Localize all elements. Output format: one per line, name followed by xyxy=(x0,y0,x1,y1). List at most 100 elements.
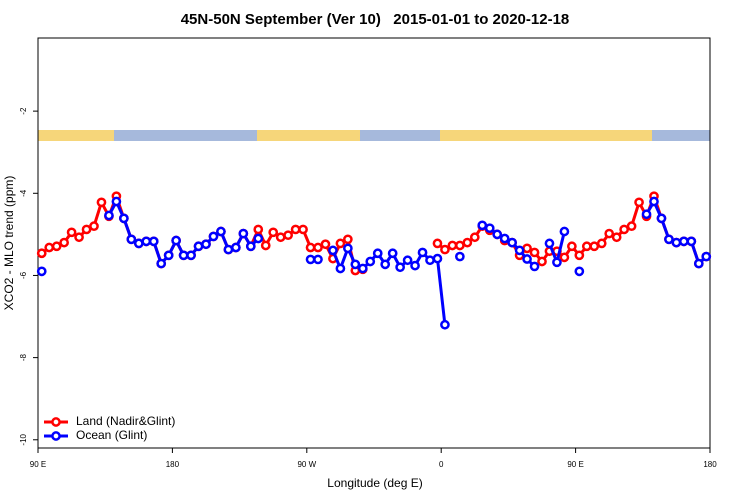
data-point xyxy=(283,230,293,241)
data-point xyxy=(417,247,428,258)
data-point xyxy=(522,243,532,254)
data-point xyxy=(537,256,547,267)
data-point xyxy=(208,231,219,242)
data-point xyxy=(499,233,510,244)
data-point xyxy=(432,238,443,249)
data-point xyxy=(313,254,323,265)
y-tick-label: -10 xyxy=(19,433,28,445)
data-point xyxy=(552,257,562,268)
x-tick-label: 90 W xyxy=(297,460,316,469)
data-point xyxy=(260,240,271,251)
data-point xyxy=(455,251,465,262)
data-point xyxy=(619,224,629,235)
data-point xyxy=(514,245,525,256)
data-point xyxy=(36,266,47,277)
data-point xyxy=(589,241,600,252)
data-point xyxy=(380,259,391,270)
legend-label: Ocean (Glint) xyxy=(76,428,147,442)
data-point xyxy=(425,255,435,266)
data-point xyxy=(529,247,540,258)
data-point xyxy=(462,237,473,248)
chart-title: 45N-50N September (Ver 10) 2015-01-01 to… xyxy=(181,11,570,28)
data-point xyxy=(119,213,129,224)
legend-label: Land (Nadir&Glint) xyxy=(76,414,175,428)
data-point xyxy=(559,226,570,237)
data-point xyxy=(469,232,480,243)
y-tick-label: -6 xyxy=(19,271,28,279)
data-point xyxy=(133,238,144,249)
data-point xyxy=(253,224,264,235)
data-point xyxy=(111,196,122,207)
data-point xyxy=(141,236,152,247)
data-point xyxy=(36,248,47,259)
data-point xyxy=(432,253,443,264)
data-point xyxy=(634,197,644,208)
data-point xyxy=(626,221,637,232)
data-point xyxy=(126,234,137,245)
data-point xyxy=(529,261,540,272)
data-point xyxy=(290,224,301,235)
x-tick-label: 90 E xyxy=(567,460,583,469)
data-point xyxy=(581,241,592,252)
data-point xyxy=(313,242,323,253)
data-point xyxy=(178,250,189,261)
data-point xyxy=(59,237,69,248)
data-point xyxy=(298,224,308,235)
data-point xyxy=(372,248,383,259)
data-point xyxy=(305,254,316,265)
data-point xyxy=(163,250,174,261)
data-point xyxy=(96,197,107,208)
data-point xyxy=(89,221,99,232)
data-point xyxy=(253,233,264,244)
data-point xyxy=(701,251,712,262)
x-axis-label: Longitude (deg E) xyxy=(327,476,422,490)
plot-frame xyxy=(37,37,711,449)
data-point xyxy=(245,241,256,252)
data-point xyxy=(484,223,495,234)
data-point xyxy=(395,262,405,273)
data-point xyxy=(81,224,92,235)
data-point xyxy=(649,196,659,207)
data-point xyxy=(186,250,196,261)
data-point xyxy=(507,237,517,248)
data-point xyxy=(201,239,211,250)
x-tick-label: 180 xyxy=(703,460,717,469)
data-point xyxy=(574,266,585,277)
data-point xyxy=(559,252,570,263)
data-point xyxy=(664,234,674,245)
data-point xyxy=(656,213,667,224)
data-point xyxy=(604,228,615,239)
data-point xyxy=(365,256,376,267)
data-point xyxy=(544,238,555,249)
data-point xyxy=(238,228,249,239)
data-point xyxy=(387,248,398,259)
data-point xyxy=(305,242,316,253)
land-map-strip xyxy=(38,130,710,141)
data-point xyxy=(574,250,585,261)
data-point xyxy=(343,234,353,245)
y-tick-label: -8 xyxy=(19,354,28,362)
data-point xyxy=(641,209,652,220)
legend-marker xyxy=(51,431,61,441)
data-point xyxy=(193,241,204,252)
data-point xyxy=(223,244,234,255)
y-tick-label: -2 xyxy=(19,107,28,115)
data-point xyxy=(477,220,488,231)
data-point xyxy=(686,236,697,247)
data-point xyxy=(410,260,420,271)
data-point xyxy=(335,238,346,249)
y-axis-label: XCO2 - MLO trend (ppm) xyxy=(2,176,16,311)
x-tick-label: 180 xyxy=(166,460,180,469)
data-point xyxy=(567,241,577,252)
x-tick-label: 0 xyxy=(439,460,444,469)
data-point xyxy=(216,226,226,237)
data-point xyxy=(171,235,181,246)
data-point xyxy=(343,243,353,254)
data-point xyxy=(156,258,167,269)
data-point xyxy=(357,263,368,274)
data-point xyxy=(455,240,465,251)
data-point xyxy=(447,240,458,251)
data-point xyxy=(440,319,450,330)
